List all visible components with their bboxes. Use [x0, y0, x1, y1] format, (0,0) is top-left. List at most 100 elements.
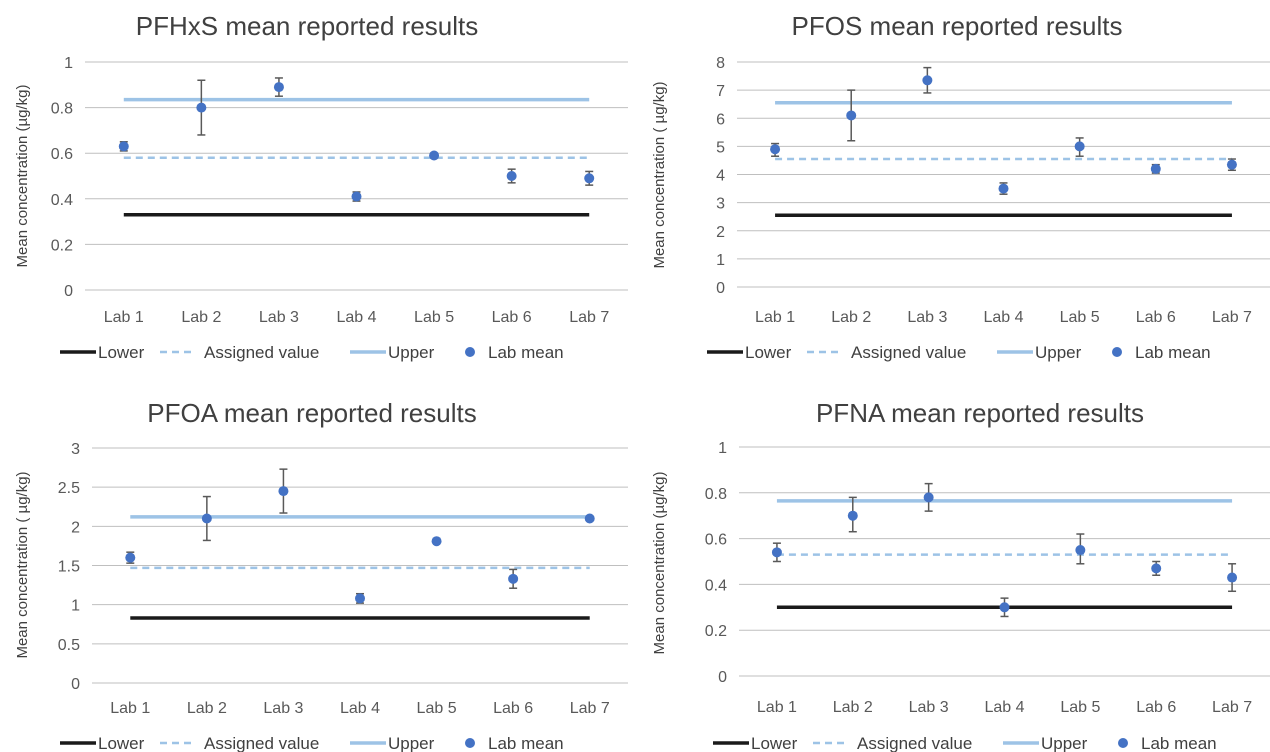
y-tick-label: 1.5	[58, 559, 80, 576]
y-tick-label: 1	[64, 55, 73, 72]
x-tick-label: Lab 6	[1136, 699, 1176, 716]
legend-assigned-label: Assigned value	[204, 343, 319, 362]
y-tick-label: 0.4	[51, 192, 73, 209]
lab-mean-point	[1150, 163, 1161, 174]
y-tick-label: 2.5	[58, 480, 80, 497]
lab-mean-point	[846, 110, 857, 121]
x-tick-label: Lab 1	[755, 309, 795, 326]
x-tick-label: Lab 7	[569, 309, 609, 326]
legend-lab-mean-label: Lab mean	[1141, 734, 1217, 752]
chart-svg: PFHxS mean reported results 0 0.2 0.4 0.6 0.8…	[14, 11, 628, 362]
y-tick-label: 0	[64, 283, 73, 300]
y-axis-label: Mean concentration (µg/kg)	[651, 472, 668, 655]
lab-mean-point	[508, 573, 519, 584]
legend-lab-mean-label: Lab mean	[488, 343, 564, 362]
lab-mean-point	[584, 173, 595, 184]
lab-mean-point	[923, 492, 934, 503]
chart-title: PFOA mean reported results	[147, 398, 476, 428]
x-tick-label: Lab 4	[983, 309, 1023, 326]
chart-panel-pfna: PFNA mean reported results 0 0.2 0.4 0.6 0.8 1…	[635, 376, 1270, 752]
lab-mean-point	[355, 593, 365, 604]
legend-assigned-label: Assigned value	[204, 734, 319, 752]
lab-mean-point	[1227, 572, 1238, 583]
y-tick-label: 0.2	[51, 237, 73, 254]
lab-mean-point	[1151, 563, 1162, 574]
legend-upper-label: Upper	[388, 734, 435, 752]
x-tick-label: Lab 4	[984, 699, 1024, 716]
chart-panel-pfoa: PFOA mean reported results 0 0.5 1 1.5 2 2.5 3 M…	[0, 376, 635, 752]
legend-lower-label: Lower	[98, 343, 145, 362]
lab-mean-point	[351, 191, 362, 202]
legend-lab-mean-label: Lab mean	[1135, 343, 1211, 362]
legend-lab-mean-swatch	[1112, 347, 1122, 357]
y-axis-label: Mean concentration (µg/kg)	[14, 85, 31, 268]
legend-lab-mean-label: Lab mean	[488, 734, 564, 752]
y-tick-label: 6	[716, 111, 725, 128]
legend: Lower Assigned value Upper Lab mean	[60, 734, 564, 752]
lab-mean-point	[429, 150, 440, 161]
legend-lower-label: Lower	[745, 343, 792, 362]
x-tick-label: Lab 2	[187, 700, 227, 717]
y-tick-label: 1	[716, 252, 725, 269]
legend: Lower Assigned value Upper Lab mean	[707, 343, 1211, 362]
legend: Lower Assigned value Upper Lab mean	[60, 343, 564, 362]
chart-panel-pfos: PFOS mean reported results 0 1 2 3 4 5 6 7 8 Mean …	[635, 0, 1270, 376]
chart-title: PFHxS mean reported results	[136, 11, 478, 41]
lab-mean-point	[999, 602, 1010, 613]
lab-mean-point	[118, 141, 129, 152]
x-tick-label: Lab 5	[414, 309, 454, 326]
x-tick-label: Lab 1	[104, 309, 144, 326]
lab-mean-point	[125, 552, 136, 563]
x-tick-label: Lab 7	[1212, 699, 1252, 716]
legend: Lower Assigned value Upper Lab mean	[713, 734, 1217, 752]
lab-mean-point	[506, 171, 517, 181]
x-tick-label: Lab 5	[1060, 309, 1100, 326]
chart-svg: PFNA mean reported results 0 0.2 0.4 0.6 0.8 1…	[651, 398, 1270, 752]
y-tick-label: 0.2	[705, 623, 727, 640]
x-tick-label: Lab 5	[1060, 699, 1100, 716]
x-tick-label: Lab 3	[259, 309, 299, 326]
y-tick-label: 1	[71, 598, 80, 615]
lab-mean-point	[278, 486, 289, 497]
legend-lab-mean-swatch	[465, 738, 475, 748]
legend-upper-label: Upper	[1041, 734, 1088, 752]
y-tick-label: 8	[716, 55, 725, 72]
chart-svg: PFOS mean reported results 0 1 2 3 4 5 6 7 8 Mean …	[651, 11, 1270, 362]
legend-lab-mean-swatch	[465, 347, 475, 357]
x-tick-label: Lab 4	[340, 700, 380, 717]
y-tick-label: 5	[716, 139, 725, 156]
legend-assigned-label: Assigned value	[857, 734, 972, 752]
lab-mean-point	[196, 102, 207, 113]
y-tick-label: 0	[71, 676, 80, 693]
lab-mean-point	[201, 513, 212, 524]
lab-mean-point	[1226, 159, 1237, 170]
lab-mean-point	[431, 536, 442, 547]
x-tick-label: Lab 3	[907, 309, 947, 326]
x-tick-label: Lab 4	[336, 309, 376, 326]
x-tick-label: Lab 2	[831, 309, 871, 326]
legend-lower-label: Lower	[751, 734, 798, 752]
y-axis-label: Mean concentration ( µg/kg)	[14, 471, 31, 658]
legend-upper-label: Upper	[388, 343, 435, 362]
y-tick-label: 0.8	[51, 101, 73, 118]
y-tick-label: 0.6	[705, 532, 727, 549]
x-tick-label: Lab 6	[1136, 309, 1176, 326]
x-tick-label: Lab 2	[181, 309, 221, 326]
lab-mean-point	[998, 183, 1009, 194]
lab-mean-point	[770, 144, 781, 155]
x-tick-label: Lab 3	[909, 699, 949, 716]
y-tick-label: 1	[718, 440, 727, 457]
y-tick-label: 0.8	[705, 486, 727, 503]
legend-lower-label: Lower	[98, 734, 145, 752]
x-tick-label: Lab 1	[757, 699, 797, 716]
legend-lab-mean-swatch	[1118, 738, 1128, 748]
legend-assigned-label: Assigned value	[851, 343, 966, 362]
x-tick-label: Lab 7	[1212, 309, 1252, 326]
y-tick-label: 2	[71, 519, 80, 536]
lab-mean-point	[273, 82, 284, 93]
x-tick-label: Lab 6	[493, 700, 533, 717]
y-tick-label: 0	[718, 669, 727, 686]
x-tick-label: Lab 1	[110, 700, 150, 717]
lab-mean-point	[771, 547, 782, 558]
x-tick-label: Lab 7	[570, 700, 610, 717]
